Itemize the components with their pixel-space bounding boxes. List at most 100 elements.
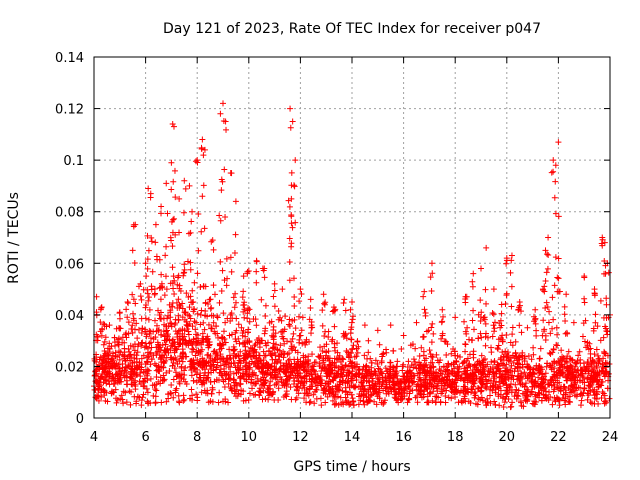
data-point: [131, 260, 138, 267]
data-point: [113, 360, 120, 367]
data-point: [317, 344, 324, 351]
data-point: [288, 211, 295, 218]
data-point: [221, 335, 228, 342]
data-point: [127, 357, 134, 364]
data-point: [317, 352, 324, 359]
data-point: [146, 327, 153, 334]
data-point: [175, 328, 182, 335]
data-point: [365, 397, 372, 404]
data-point: [98, 332, 105, 339]
data-point: [539, 366, 546, 373]
data-point: [478, 265, 484, 272]
data-point: [378, 358, 385, 365]
data-point: [555, 139, 562, 146]
data-point: [121, 345, 128, 352]
data-point: [332, 383, 339, 390]
data-point: [425, 399, 432, 406]
data-point: [260, 348, 267, 355]
data-point: [151, 317, 158, 324]
data-point: [597, 297, 604, 304]
data-point: [490, 322, 497, 329]
data-point: [284, 338, 291, 345]
data-point: [447, 383, 454, 390]
data-point: [189, 299, 196, 306]
data-point: [322, 328, 329, 335]
data-point: [210, 361, 217, 368]
data-point: [438, 375, 445, 382]
data-point: [443, 387, 450, 394]
data-point: [469, 377, 476, 384]
axis-ticks: 4 6 8 10 12 14 16 18 20 22 24 0 0.02 0.04 0.06 0.08 0.1 0…: [55, 51, 618, 445]
data-point: [183, 290, 190, 297]
data-point: [246, 318, 253, 325]
data-point: [467, 363, 474, 370]
data-point: [200, 377, 207, 384]
data-point: [155, 363, 162, 370]
data-point: [130, 343, 137, 350]
data-point: [464, 388, 471, 395]
data-point: [188, 358, 195, 365]
data-point: [158, 203, 165, 210]
data-point: [199, 193, 206, 200]
data-point: [413, 365, 420, 372]
data-point: [236, 340, 243, 347]
data-point: [556, 366, 563, 373]
data-point: [325, 371, 332, 378]
data-point: [349, 345, 356, 352]
data-point: [561, 311, 568, 318]
data-point: [331, 359, 338, 366]
data-point: [462, 398, 469, 405]
x-tick-label: 16: [395, 430, 412, 445]
data-point: [214, 314, 221, 321]
data-point: [290, 330, 297, 337]
data-point: [483, 402, 490, 409]
data-point: [515, 354, 522, 361]
data-point: [492, 384, 499, 391]
data-point: [141, 326, 148, 333]
data-point: [502, 377, 509, 384]
data-point: [213, 349, 220, 356]
data-point: [460, 359, 467, 366]
data-point: [429, 397, 436, 404]
data-point: [496, 373, 503, 380]
data-point: [153, 322, 160, 329]
data-point: [111, 363, 118, 370]
data-point: [158, 271, 165, 278]
data-point: [368, 368, 375, 375]
data-point: [455, 374, 462, 381]
data-point: [567, 375, 574, 382]
data-point: [266, 319, 273, 326]
data-point: [176, 335, 183, 342]
data-point: [291, 360, 298, 367]
data-point: [302, 339, 309, 346]
data-point: [484, 395, 491, 402]
data-point: [254, 336, 261, 343]
data-point: [587, 345, 594, 352]
data-point: [387, 359, 394, 366]
data-point: [145, 400, 152, 407]
data-point: [350, 397, 357, 404]
data-point: [231, 382, 238, 389]
data-point: [170, 123, 177, 130]
data-point: [319, 322, 326, 329]
data-point: [215, 334, 222, 341]
data-point: [342, 384, 349, 391]
data-point: [572, 374, 579, 381]
data-point: [157, 309, 164, 316]
data-point: [585, 359, 592, 366]
data-point: [250, 391, 257, 398]
data-point: [448, 384, 455, 391]
data-point: [288, 343, 295, 350]
y-tick-label: 0.02: [55, 360, 84, 375]
data-point: [148, 238, 155, 245]
data-point: [530, 344, 537, 351]
data-point: [115, 365, 122, 372]
data-point: [167, 320, 174, 327]
data-point: [396, 379, 403, 386]
data-point: [512, 381, 519, 388]
data-point: [259, 265, 266, 272]
data-point: [180, 209, 187, 216]
data-point: [378, 399, 385, 406]
data-point: [562, 395, 569, 402]
data-point: [478, 334, 485, 341]
